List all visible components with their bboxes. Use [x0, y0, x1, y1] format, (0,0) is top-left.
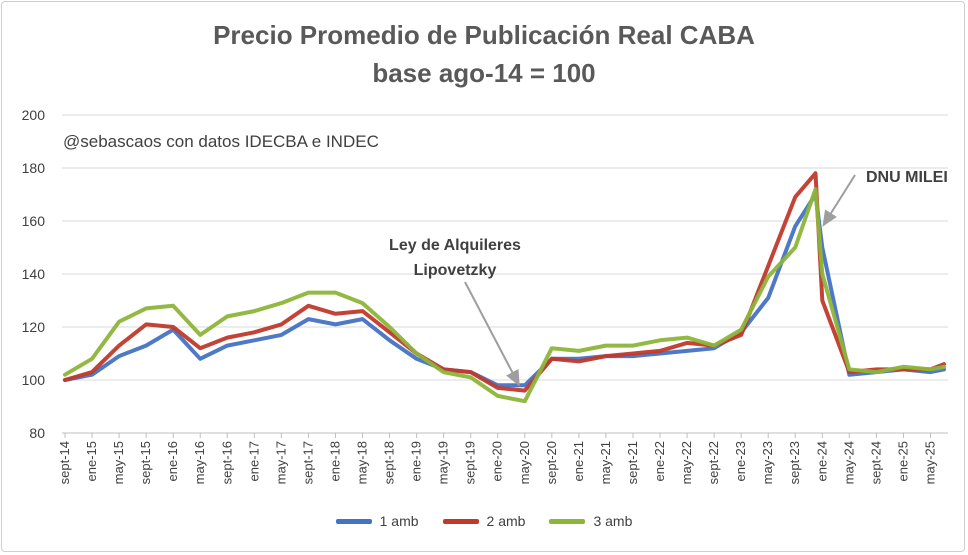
x-tick-label: ene-22 — [652, 441, 667, 481]
chart-title: Precio Promedio de Publicación Real CABA — [213, 20, 755, 50]
annotation-label: Lipovetzky — [414, 262, 497, 279]
legend-swatch — [442, 518, 479, 524]
annotations: Ley de Alquileres Lipovetzky DNU MILEI — [389, 169, 948, 387]
x-tick-label: may-23 — [760, 441, 775, 484]
legend-swatch — [549, 518, 586, 524]
y-tick-label: 180 — [22, 160, 46, 176]
legend-swatch — [335, 518, 372, 524]
x-tick-label: sept-20 — [544, 441, 559, 484]
gridlines — [62, 114, 948, 434]
y-tick-label: 140 — [22, 266, 46, 282]
y-tick-label: 120 — [22, 319, 46, 335]
x-tick-label: may-18 — [355, 441, 370, 484]
chart-credit: @sebascaos con datos IDECBA e INDEC — [63, 132, 379, 151]
legend-label: 2 amb — [486, 513, 526, 529]
legend-label: 1 amb — [379, 513, 419, 529]
x-tick-label: may-15 — [111, 441, 126, 484]
x-tick-label: may-21 — [598, 441, 613, 484]
x-tick-label: sept-22 — [706, 441, 721, 484]
x-tick-label: sept-19 — [463, 441, 478, 484]
x-tick-label: may-20 — [517, 441, 532, 484]
y-tick-label: 200 — [22, 107, 46, 123]
x-tick-label: ene-24 — [814, 441, 829, 481]
x-tick-label: sept-18 — [382, 441, 397, 484]
y-tick-label: 100 — [22, 372, 46, 388]
x-tick-label: may-17 — [273, 441, 288, 484]
x-tick-label: ene-20 — [490, 441, 505, 481]
x-tick-label: may-16 — [192, 441, 207, 484]
x-tick-label: ene-17 — [246, 441, 261, 481]
x-tick-label: sept-16 — [219, 441, 234, 484]
legend-item: 2 amb — [442, 513, 526, 529]
x-tick-label: sept-14 — [57, 441, 72, 484]
legend-item: 3 amb — [549, 513, 632, 529]
x-tick-label: ene-16 — [165, 441, 180, 481]
annotation-label: DNU MILEI — [866, 169, 948, 186]
x-tick-label: may-25 — [922, 441, 937, 484]
x-tick-label: sept-17 — [300, 441, 315, 484]
annotation-arrow — [822, 174, 856, 227]
y-tick-label: 160 — [22, 213, 46, 229]
legend-label: 3 amb — [593, 513, 633, 529]
annotation-label: Ley de Alquileres — [389, 237, 521, 254]
x-tick-label: sept-23 — [787, 441, 802, 484]
series-line-3-amb — [63, 187, 946, 404]
x-axis: sept-14 ene-15 may-15 sept-15 ene-16 may-16 se… — [57, 433, 937, 484]
x-tick-label: may-22 — [679, 441, 694, 484]
x-tick-label: sept-15 — [138, 441, 153, 484]
y-axis: 80 100 120 140 160 180 200 — [22, 107, 46, 441]
legend-item: 1 amb — [335, 513, 419, 529]
x-tick-label: ene-25 — [895, 441, 910, 481]
annotation-arrow — [464, 281, 520, 387]
x-tick-label: may-24 — [841, 441, 856, 484]
x-tick-label: ene-21 — [571, 441, 586, 481]
x-tick-label: ene-15 — [84, 441, 99, 481]
y-tick-label: 80 — [29, 425, 45, 441]
x-tick-label: sept-24 — [868, 441, 883, 484]
x-tick-label: ene-18 — [327, 441, 342, 481]
x-tick-label: ene-23 — [733, 441, 748, 481]
series-lines — [63, 171, 946, 404]
x-tick-label: sept-21 — [625, 441, 640, 484]
legend: 1 amb 2 amb 3 amb — [0, 513, 968, 529]
chart-subtitle: base ago-14 = 100 — [372, 58, 596, 88]
x-tick-label: ene-19 — [409, 441, 424, 481]
x-tick-label: may-19 — [436, 441, 451, 484]
